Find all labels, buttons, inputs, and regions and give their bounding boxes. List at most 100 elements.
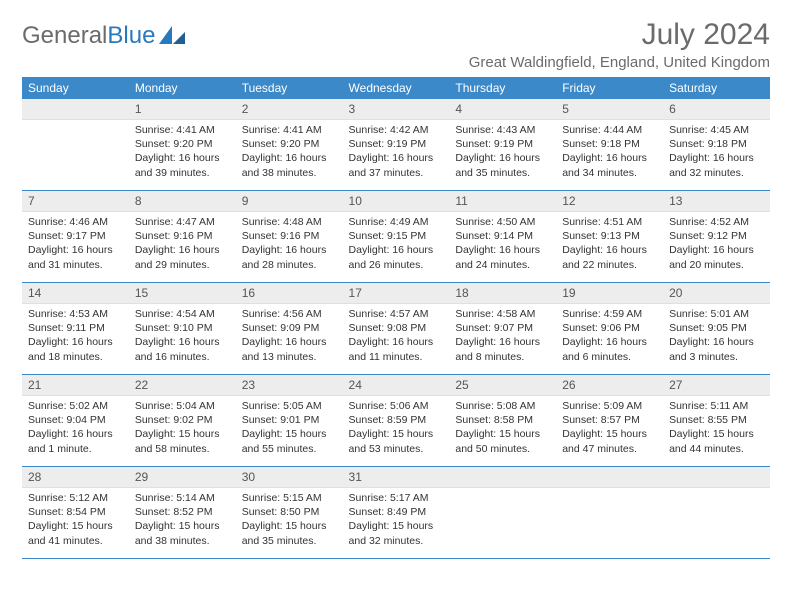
day-number: 28 (22, 467, 129, 488)
daylight-2: and 47 minutes. (562, 442, 657, 456)
daylight-2: and 32 minutes. (669, 166, 764, 180)
sunset: Sunset: 9:11 PM (28, 321, 123, 335)
calendar-cell: 30Sunrise: 5:15 AMSunset: 8:50 PMDayligh… (236, 467, 343, 559)
logo-text-blue: Blue (107, 22, 155, 50)
day-data: Sunrise: 5:05 AMSunset: 9:01 PMDaylight:… (236, 396, 343, 462)
calendar-cell: 21Sunrise: 5:02 AMSunset: 9:04 PMDayligh… (22, 375, 129, 467)
daylight-2: and 22 minutes. (562, 258, 657, 272)
day-data: Sunrise: 4:41 AMSunset: 9:20 PMDaylight:… (236, 120, 343, 186)
sunrise: Sunrise: 4:57 AM (349, 307, 444, 321)
daylight-1: Daylight: 16 hours (562, 335, 657, 349)
day-data: Sunrise: 4:45 AMSunset: 9:18 PMDaylight:… (663, 120, 770, 186)
daylight-2: and 35 minutes. (455, 166, 550, 180)
day-data: Sunrise: 4:59 AMSunset: 9:06 PMDaylight:… (556, 304, 663, 370)
day-number: 11 (449, 191, 556, 212)
daylight-1: Daylight: 16 hours (455, 335, 550, 349)
calendar-cell: 23Sunrise: 5:05 AMSunset: 9:01 PMDayligh… (236, 375, 343, 467)
sunset: Sunset: 8:50 PM (242, 505, 337, 519)
sunset: Sunset: 8:52 PM (135, 505, 230, 519)
day-number: 14 (22, 283, 129, 304)
day-data: Sunrise: 4:43 AMSunset: 9:19 PMDaylight:… (449, 120, 556, 186)
day-number: 30 (236, 467, 343, 488)
day-data: Sunrise: 5:02 AMSunset: 9:04 PMDaylight:… (22, 396, 129, 462)
day-header: Wednesday (343, 77, 450, 99)
day-data: Sunrise: 5:11 AMSunset: 8:55 PMDaylight:… (663, 396, 770, 462)
calendar-cell: 13Sunrise: 4:52 AMSunset: 9:12 PMDayligh… (663, 191, 770, 283)
day-data: Sunrise: 4:58 AMSunset: 9:07 PMDaylight:… (449, 304, 556, 370)
daylight-1: Daylight: 16 hours (562, 243, 657, 257)
calendar-cell: 28Sunrise: 5:12 AMSunset: 8:54 PMDayligh… (22, 467, 129, 559)
daylight-1: Daylight: 16 hours (349, 151, 444, 165)
day-data (556, 488, 663, 548)
sunset: Sunset: 9:16 PM (242, 229, 337, 243)
day-number: 9 (236, 191, 343, 212)
daylight-2: and 8 minutes. (455, 350, 550, 364)
sunrise: Sunrise: 5:05 AM (242, 399, 337, 413)
daylight-2: and 11 minutes. (349, 350, 444, 364)
day-number: 19 (556, 283, 663, 304)
calendar-cell: 15Sunrise: 4:54 AMSunset: 9:10 PMDayligh… (129, 283, 236, 375)
sunset: Sunset: 8:55 PM (669, 413, 764, 427)
sunset: Sunset: 9:06 PM (562, 321, 657, 335)
daylight-2: and 24 minutes. (455, 258, 550, 272)
sunset: Sunset: 9:20 PM (242, 137, 337, 151)
sunrise: Sunrise: 4:56 AM (242, 307, 337, 321)
calendar-cell: 27Sunrise: 5:11 AMSunset: 8:55 PMDayligh… (663, 375, 770, 467)
calendar-week-row: 7Sunrise: 4:46 AMSunset: 9:17 PMDaylight… (22, 191, 770, 283)
header: GeneralBlue July 2024 Great Waldingfield… (22, 18, 770, 71)
day-number: 15 (129, 283, 236, 304)
calendar-week-row: 21Sunrise: 5:02 AMSunset: 9:04 PMDayligh… (22, 375, 770, 467)
sunset: Sunset: 9:18 PM (669, 137, 764, 151)
daylight-2: and 18 minutes. (28, 350, 123, 364)
daylight-2: and 44 minutes. (669, 442, 764, 456)
calendar-cell: 1Sunrise: 4:41 AMSunset: 9:20 PMDaylight… (129, 99, 236, 191)
calendar-cell: 6Sunrise: 4:45 AMSunset: 9:18 PMDaylight… (663, 99, 770, 191)
sunrise: Sunrise: 4:59 AM (562, 307, 657, 321)
calendar-cell: 25Sunrise: 5:08 AMSunset: 8:58 PMDayligh… (449, 375, 556, 467)
day-data (449, 488, 556, 548)
day-number: 12 (556, 191, 663, 212)
day-number (22, 99, 129, 120)
calendar-cell: 22Sunrise: 5:04 AMSunset: 9:02 PMDayligh… (129, 375, 236, 467)
day-number: 1 (129, 99, 236, 120)
daylight-1: Daylight: 15 hours (242, 427, 337, 441)
daylight-2: and 29 minutes. (135, 258, 230, 272)
sunrise: Sunrise: 4:49 AM (349, 215, 444, 229)
daylight-2: and 39 minutes. (135, 166, 230, 180)
day-data: Sunrise: 4:42 AMSunset: 9:19 PMDaylight:… (343, 120, 450, 186)
sunset: Sunset: 9:19 PM (455, 137, 550, 151)
calendar-cell: 11Sunrise: 4:50 AMSunset: 9:14 PMDayligh… (449, 191, 556, 283)
day-data: Sunrise: 4:46 AMSunset: 9:17 PMDaylight:… (22, 212, 129, 278)
day-data (22, 120, 129, 180)
daylight-1: Daylight: 16 hours (669, 151, 764, 165)
day-data: Sunrise: 4:53 AMSunset: 9:11 PMDaylight:… (22, 304, 129, 370)
daylight-1: Daylight: 15 hours (242, 519, 337, 533)
sunrise: Sunrise: 4:44 AM (562, 123, 657, 137)
sunrise: Sunrise: 4:53 AM (28, 307, 123, 321)
day-number: 31 (343, 467, 450, 488)
calendar-cell: 10Sunrise: 4:49 AMSunset: 9:15 PMDayligh… (343, 191, 450, 283)
daylight-2: and 32 minutes. (349, 534, 444, 548)
sunset: Sunset: 9:14 PM (455, 229, 550, 243)
sunrise: Sunrise: 4:41 AM (135, 123, 230, 137)
daylight-1: Daylight: 16 hours (242, 243, 337, 257)
daylight-1: Daylight: 16 hours (669, 243, 764, 257)
daylight-2: and 58 minutes. (135, 442, 230, 456)
sunrise: Sunrise: 5:01 AM (669, 307, 764, 321)
day-number (663, 467, 770, 488)
day-number: 5 (556, 99, 663, 120)
day-header: Tuesday (236, 77, 343, 99)
calendar-cell: 26Sunrise: 5:09 AMSunset: 8:57 PMDayligh… (556, 375, 663, 467)
day-number: 21 (22, 375, 129, 396)
daylight-2: and 53 minutes. (349, 442, 444, 456)
calendar-cell: 8Sunrise: 4:47 AMSunset: 9:16 PMDaylight… (129, 191, 236, 283)
daylight-1: Daylight: 16 hours (669, 335, 764, 349)
day-header: Monday (129, 77, 236, 99)
calendar-cell: 29Sunrise: 5:14 AMSunset: 8:52 PMDayligh… (129, 467, 236, 559)
day-header: Sunday (22, 77, 129, 99)
day-data: Sunrise: 5:01 AMSunset: 9:05 PMDaylight:… (663, 304, 770, 370)
sunset: Sunset: 8:58 PM (455, 413, 550, 427)
sunrise: Sunrise: 5:14 AM (135, 491, 230, 505)
day-header: Thursday (449, 77, 556, 99)
day-number: 29 (129, 467, 236, 488)
